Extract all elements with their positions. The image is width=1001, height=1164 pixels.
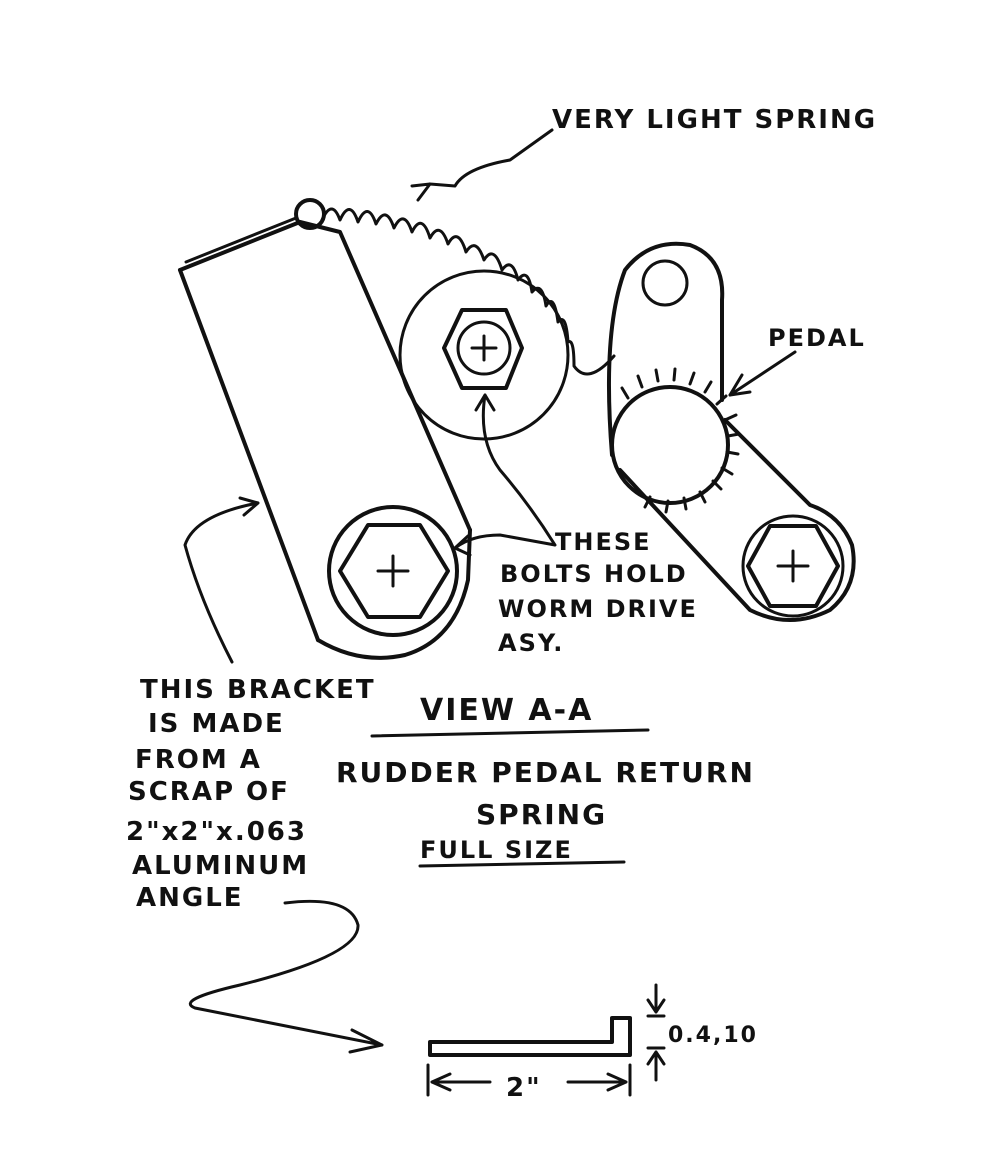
pedal-leader bbox=[728, 350, 797, 397]
angle-leader bbox=[188, 899, 384, 1054]
label-pedal: PEDAL bbox=[768, 324, 866, 352]
title-line-2: SPRING bbox=[476, 798, 607, 831]
pedal-arm bbox=[606, 241, 856, 622]
label-bracket-1: THIS BRACKET bbox=[140, 675, 376, 705]
label-bracket-3: FROM A bbox=[135, 745, 262, 775]
view-label: VIEW A-A bbox=[420, 693, 593, 728]
label-bolts-2: BOLTS HOLD bbox=[500, 560, 688, 588]
label-bolts-3: WORM DRIVE bbox=[498, 595, 698, 623]
dim-height-label: 0.4,10 bbox=[668, 1023, 758, 1048]
label-bracket-7: ANGLE bbox=[136, 883, 244, 913]
bolts-leader bbox=[453, 393, 557, 557]
worm-drive-wheel bbox=[398, 269, 570, 441]
dimension-height bbox=[646, 983, 666, 1082]
label-bracket-5: 2"x2"x.063 bbox=[126, 817, 307, 847]
view-underline bbox=[370, 728, 650, 738]
label-spring: VERY LIGHT SPRING bbox=[552, 105, 877, 135]
label-bracket-6: ALUMINUM bbox=[132, 851, 309, 881]
label-bracket-4: SCRAP OF bbox=[128, 777, 290, 807]
spring-leader bbox=[410, 128, 554, 202]
title-line-1: RUDDER PEDAL RETURN bbox=[336, 756, 755, 789]
scale-label: FULL SIZE bbox=[420, 836, 573, 864]
label-bolts-4: ASY. bbox=[498, 629, 564, 657]
scale-underline bbox=[418, 860, 626, 868]
left-bolt bbox=[327, 505, 459, 637]
bracket bbox=[178, 216, 472, 660]
right-bolt bbox=[741, 514, 845, 618]
dimension-width bbox=[426, 1063, 632, 1097]
label-bracket-2: IS MADE bbox=[148, 709, 285, 739]
spring bbox=[294, 198, 616, 376]
pedal-ticks bbox=[620, 367, 741, 514]
dim-width-label: 2" bbox=[506, 1073, 542, 1103]
label-bolts-1: THESE bbox=[555, 528, 652, 556]
bracket-leader bbox=[183, 496, 260, 664]
angle-profile bbox=[428, 1016, 632, 1057]
